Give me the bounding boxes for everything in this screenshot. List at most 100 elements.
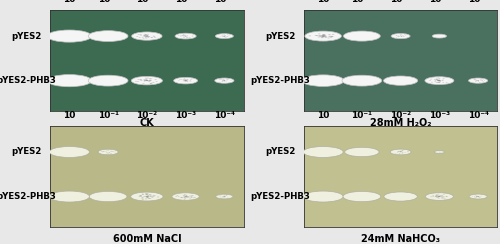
Ellipse shape	[438, 196, 440, 197]
Text: 10: 10	[317, 111, 330, 120]
Ellipse shape	[476, 80, 477, 81]
Ellipse shape	[47, 30, 92, 42]
Ellipse shape	[476, 196, 478, 197]
Text: 24mM NaHCO₃: 24mM NaHCO₃	[361, 234, 440, 244]
Ellipse shape	[180, 79, 182, 80]
Ellipse shape	[402, 150, 403, 151]
Ellipse shape	[148, 36, 150, 37]
Ellipse shape	[398, 36, 400, 37]
Ellipse shape	[140, 195, 142, 196]
Ellipse shape	[226, 36, 228, 37]
Ellipse shape	[186, 195, 188, 196]
Ellipse shape	[224, 36, 226, 37]
Ellipse shape	[144, 37, 147, 38]
Ellipse shape	[144, 35, 146, 36]
Ellipse shape	[144, 80, 146, 81]
Ellipse shape	[175, 33, 196, 39]
Ellipse shape	[384, 76, 418, 85]
Ellipse shape	[140, 196, 142, 197]
Ellipse shape	[218, 195, 220, 196]
Ellipse shape	[477, 196, 478, 197]
Text: pYES2: pYES2	[265, 31, 295, 41]
Ellipse shape	[147, 196, 149, 197]
Ellipse shape	[330, 37, 332, 38]
Ellipse shape	[438, 78, 440, 79]
Ellipse shape	[436, 80, 438, 81]
Ellipse shape	[404, 35, 406, 36]
Ellipse shape	[222, 81, 224, 82]
Ellipse shape	[344, 31, 380, 41]
Ellipse shape	[438, 80, 440, 81]
Ellipse shape	[112, 151, 114, 152]
Text: 10⁻²: 10⁻²	[136, 111, 158, 120]
Ellipse shape	[480, 79, 481, 80]
Ellipse shape	[184, 80, 185, 81]
Ellipse shape	[390, 149, 411, 155]
Ellipse shape	[224, 196, 225, 197]
Ellipse shape	[328, 34, 330, 35]
Ellipse shape	[224, 196, 225, 197]
Text: pYES2-PHB3: pYES2-PHB3	[0, 192, 56, 201]
Ellipse shape	[331, 36, 334, 37]
Ellipse shape	[178, 80, 180, 81]
Ellipse shape	[436, 79, 438, 80]
Ellipse shape	[108, 153, 110, 154]
Ellipse shape	[182, 35, 183, 36]
Ellipse shape	[318, 35, 321, 36]
Ellipse shape	[302, 75, 344, 86]
Ellipse shape	[429, 80, 431, 81]
Ellipse shape	[328, 36, 330, 37]
Ellipse shape	[190, 195, 192, 196]
Text: 10⁻¹: 10⁻¹	[352, 111, 372, 120]
Ellipse shape	[399, 151, 400, 152]
Ellipse shape	[331, 36, 334, 37]
Ellipse shape	[398, 151, 399, 152]
Ellipse shape	[438, 196, 440, 197]
Ellipse shape	[438, 196, 440, 197]
Ellipse shape	[434, 80, 436, 81]
Ellipse shape	[144, 79, 146, 80]
Ellipse shape	[319, 35, 322, 36]
Ellipse shape	[145, 36, 147, 37]
Ellipse shape	[218, 79, 220, 80]
Ellipse shape	[188, 196, 189, 197]
Ellipse shape	[184, 80, 186, 81]
Ellipse shape	[140, 80, 142, 81]
Ellipse shape	[436, 195, 437, 196]
Ellipse shape	[172, 193, 200, 200]
Ellipse shape	[344, 147, 379, 157]
Ellipse shape	[146, 196, 148, 197]
Ellipse shape	[182, 34, 184, 35]
Ellipse shape	[152, 82, 154, 83]
Ellipse shape	[142, 199, 144, 200]
Text: 28mM H₂O₂: 28mM H₂O₂	[370, 118, 432, 128]
Ellipse shape	[144, 35, 146, 36]
Text: 10⁻²: 10⁻²	[136, 0, 158, 4]
Ellipse shape	[138, 79, 140, 80]
Ellipse shape	[181, 197, 182, 198]
Ellipse shape	[188, 37, 190, 38]
Ellipse shape	[186, 196, 188, 197]
Ellipse shape	[303, 146, 343, 157]
Ellipse shape	[108, 150, 109, 151]
Text: 10: 10	[63, 0, 76, 4]
Ellipse shape	[146, 80, 148, 81]
Ellipse shape	[478, 81, 479, 82]
Ellipse shape	[343, 191, 380, 202]
Ellipse shape	[314, 35, 317, 36]
Ellipse shape	[151, 37, 153, 38]
Ellipse shape	[136, 36, 138, 37]
Text: 10⁻¹: 10⁻¹	[352, 0, 372, 4]
Ellipse shape	[398, 36, 400, 37]
Text: 10: 10	[317, 0, 330, 4]
Ellipse shape	[144, 36, 146, 37]
Ellipse shape	[224, 196, 226, 197]
Ellipse shape	[322, 35, 324, 36]
Ellipse shape	[149, 198, 152, 199]
Ellipse shape	[183, 34, 184, 35]
Text: 10⁻²: 10⁻²	[390, 0, 411, 4]
Ellipse shape	[438, 80, 440, 81]
Ellipse shape	[402, 152, 404, 153]
Ellipse shape	[436, 195, 438, 196]
Ellipse shape	[154, 36, 156, 37]
